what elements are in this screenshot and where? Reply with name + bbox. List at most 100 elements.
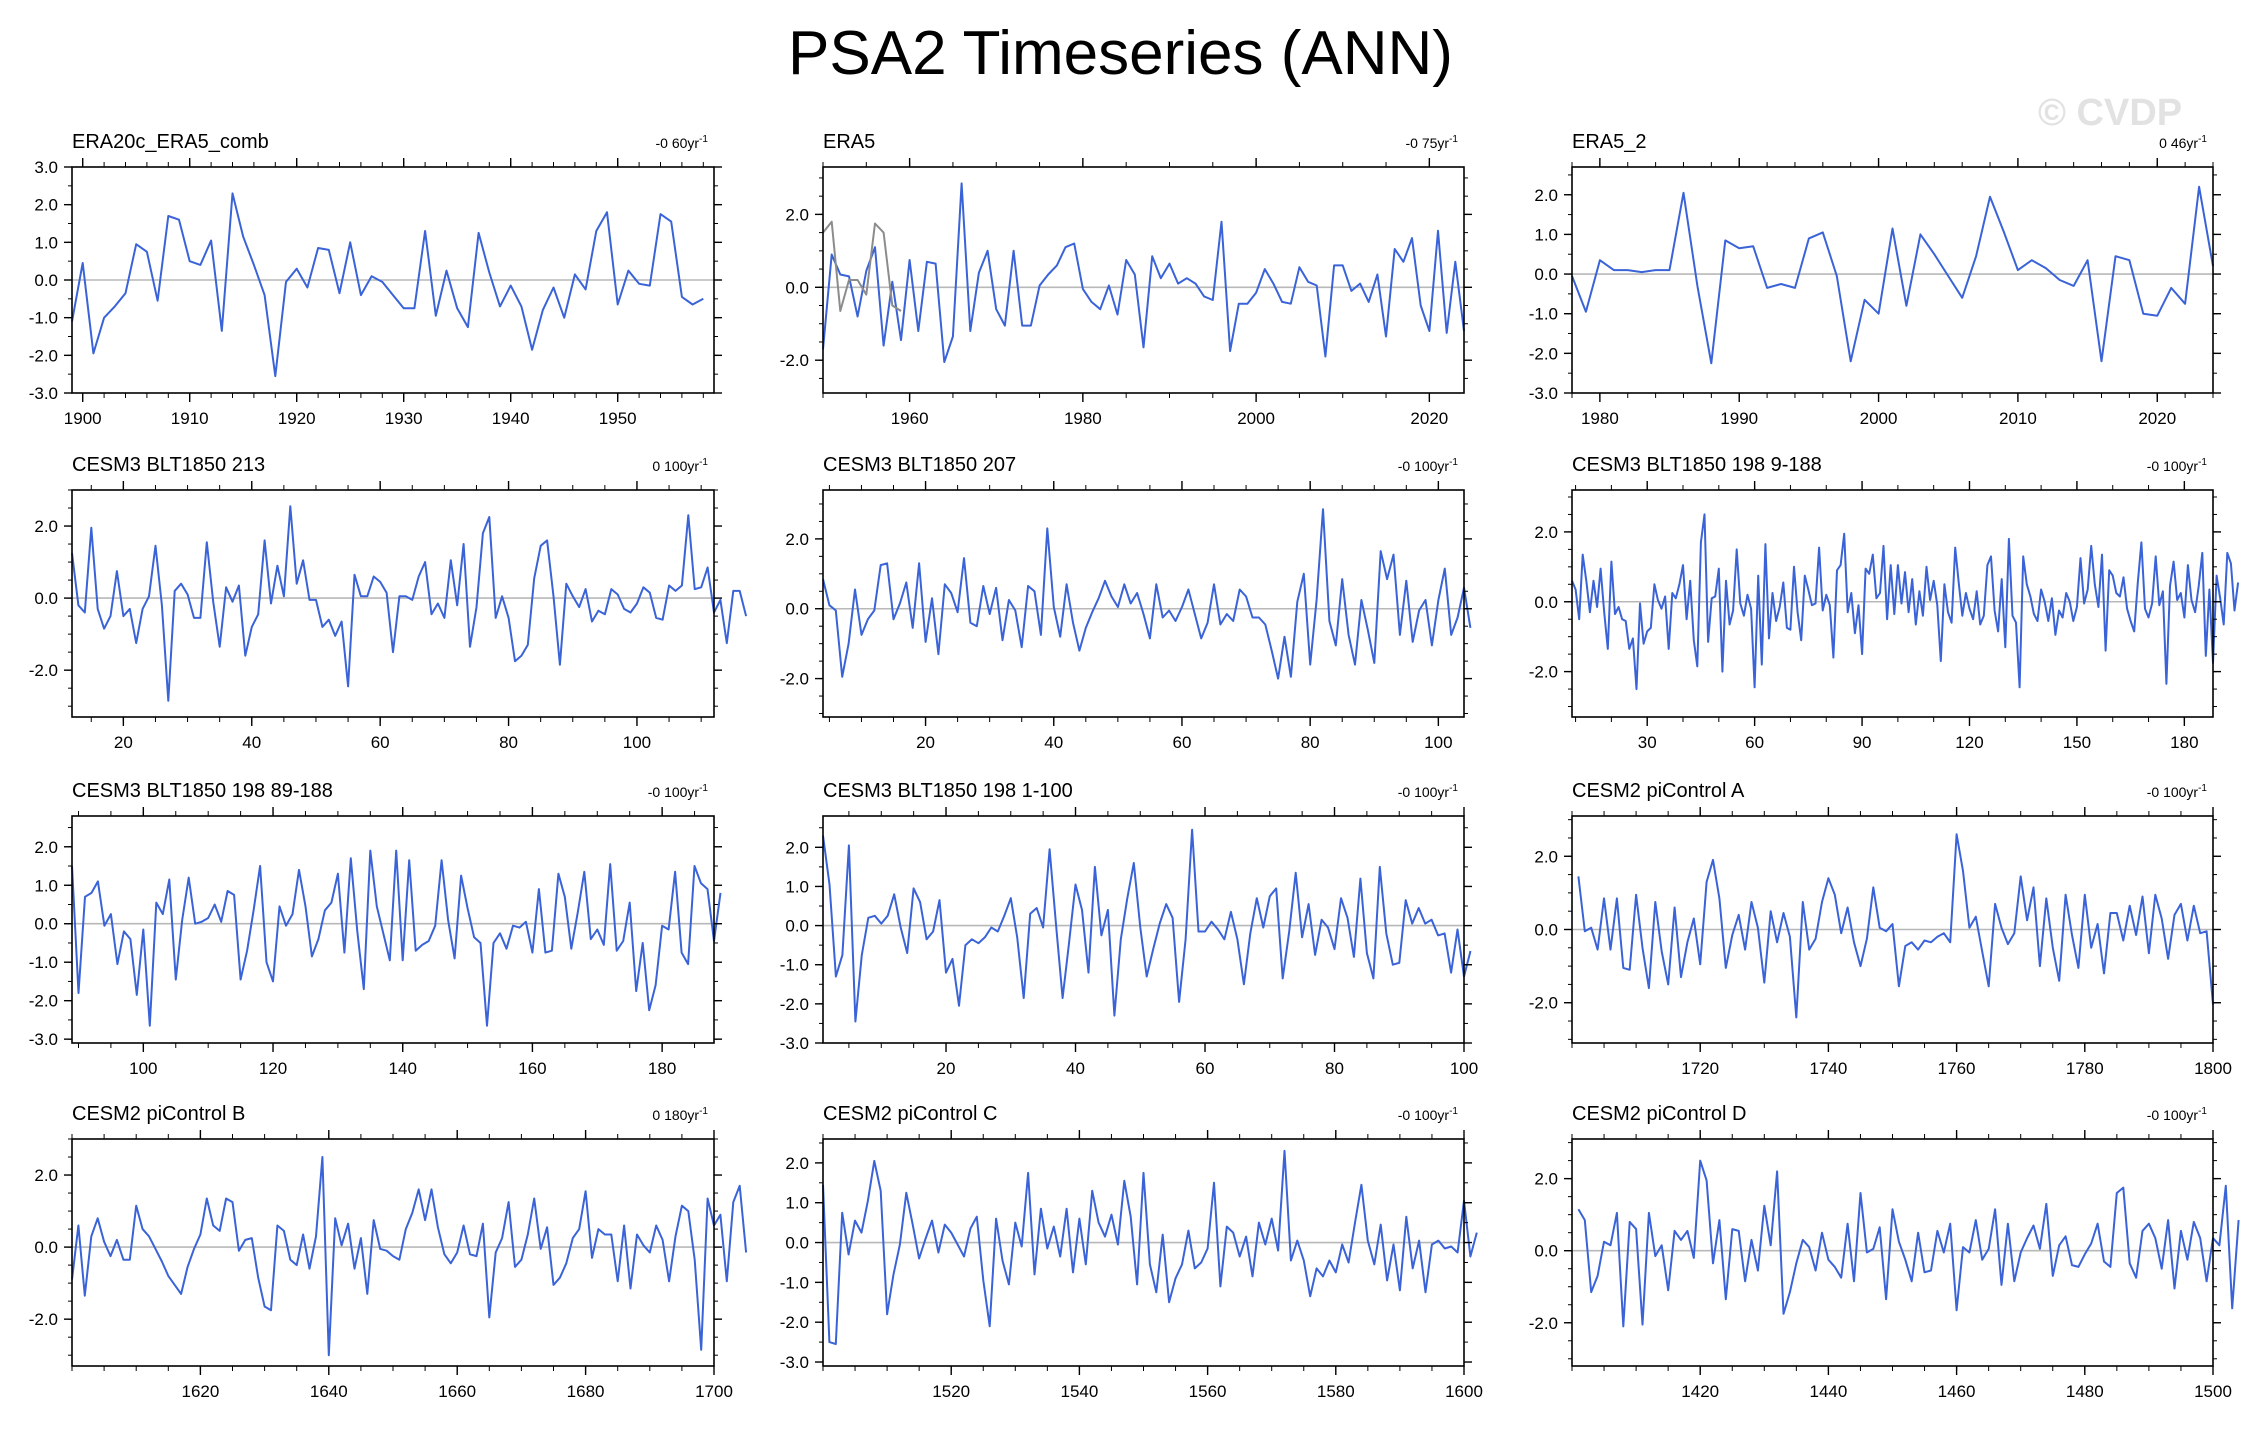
y-tick-label: -2.0: [780, 1313, 809, 1332]
chart-panel: 2.0 1.0 0.0 -1.0 -2.0 -3.0 1520 1540 1560 1580 160…: [780, 1103, 1483, 1401]
y-tick-label: -2.0: [29, 1310, 58, 1329]
panel-title: ERA5_2: [1572, 131, 1647, 153]
x-tick-label: 1950: [599, 409, 637, 428]
y-tick-label: 0.0: [785, 600, 809, 619]
series-line: [822, 1149, 1478, 1346]
y-tick-label: -3.0: [1529, 384, 1558, 403]
x-tick-label: 1920: [278, 409, 316, 428]
y-tick-label: -1.0: [780, 1273, 809, 1292]
plot-frame: [71, 1138, 715, 1367]
trend-label: -0 100yr-1: [1398, 1106, 1459, 1123]
y-tick-label: -2.0: [1529, 994, 1558, 1013]
y-tick-label: 0.0: [1534, 1242, 1558, 1261]
x-tick-label: 1420: [1681, 1382, 1719, 1401]
y-tick-label: -3.0: [29, 384, 58, 403]
x-tick-label: 2000: [1860, 409, 1898, 428]
cvdp-watermark: © CVDP: [2038, 92, 2183, 134]
y-tick-label: 1.0: [785, 1194, 809, 1213]
panel-title: CESM3 BLT1850 198 1-100: [823, 780, 1073, 802]
y-tick-label: -3.0: [780, 1034, 809, 1053]
x-tick-label: 1460: [1938, 1382, 1976, 1401]
x-tick-label: 150: [2063, 733, 2091, 752]
page-title: PSA2 Timeseries (ANN): [788, 19, 1453, 88]
y-tick-label: -3.0: [780, 1353, 809, 1372]
panel-title: CESM2 piControl B: [72, 1103, 245, 1125]
trend-label: -0 60yr-1: [656, 134, 709, 151]
x-tick-label: 160: [518, 1059, 546, 1078]
y-tick-label: -2.0: [780, 995, 809, 1014]
chart-panel: 2.0 1.0 0.0 -1.0 -2.0 -3.0 20 40 60 80 100 CESM3 BL…: [780, 780, 1478, 1078]
panel-title: CESM2 piControl D: [1572, 1103, 1747, 1125]
y-tick-label: 0.0: [785, 1234, 809, 1253]
chart-panel: 2.0 0.0 -2.0 1720 1740 1760 1780 1800 CESM2 piCo…: [1529, 780, 2232, 1078]
x-tick-label: 1960: [891, 409, 929, 428]
x-tick-label: 1480: [2066, 1382, 2104, 1401]
x-tick-label: 2020: [1410, 409, 1448, 428]
y-tick-label: 0.0: [1534, 593, 1558, 612]
x-tick-label: 100: [1450, 1059, 1478, 1078]
y-tick-label: 1.0: [785, 877, 809, 896]
x-tick-label: 20: [114, 733, 133, 752]
x-tick-label: 80: [499, 733, 518, 752]
x-tick-label: 1600: [1445, 1382, 1483, 1401]
y-tick-label: 2.0: [34, 196, 58, 215]
x-tick-label: 180: [2170, 733, 2198, 752]
series-line: [1571, 185, 2214, 365]
x-tick-label: 1620: [181, 1382, 219, 1401]
x-tick-label: 1500: [2194, 1382, 2232, 1401]
series-line: [71, 1156, 748, 1357]
y-tick-label: 2.0: [1534, 847, 1558, 866]
y-tick-label: -1.0: [780, 956, 809, 975]
plot-frame: [71, 489, 715, 718]
x-tick-label: 1900: [64, 409, 102, 428]
x-tick-label: 80: [1301, 733, 1320, 752]
x-tick-label: 1990: [1720, 409, 1758, 428]
chart-panel: 2.0 0.0 -2.0 1960 1980 2000 2020 ERA5 -0 75yr-1: [780, 131, 1472, 428]
panel-title: ERA20c_ERA5_comb: [72, 131, 269, 153]
x-tick-label: 120: [259, 1059, 287, 1078]
y-tick-label: -2.0: [780, 351, 809, 370]
chart-panel: 2.0 0.0 -2.0 1420 1440 1460 1480 1500 CESM2 piCo…: [1529, 1103, 2240, 1401]
series-line: [822, 828, 1472, 1023]
y-tick-label: -2.0: [29, 992, 58, 1011]
x-tick-label: 180: [648, 1059, 676, 1078]
x-tick-label: 40: [1066, 1059, 1085, 1078]
x-tick-label: 2010: [1999, 409, 2037, 428]
x-tick-label: 1760: [1938, 1059, 1976, 1078]
chart-panel: 2.0 0.0 -2.0 1620 1640 1660 1680 1700 CESM2 piCo…: [29, 1103, 748, 1401]
x-tick-label: 1580: [1317, 1382, 1355, 1401]
series-line: [71, 505, 748, 702]
y-tick-label: 0.0: [34, 271, 58, 290]
plot-frame: [822, 166, 1465, 394]
y-tick-label: -1.0: [29, 953, 58, 972]
y-tick-label: 2.0: [1534, 523, 1558, 542]
x-tick-label: 1520: [932, 1382, 970, 1401]
y-tick-label: 0.0: [1534, 921, 1558, 940]
x-tick-label: 1720: [1681, 1059, 1719, 1078]
panel-title: CESM3 BLT1850 213: [72, 454, 265, 476]
y-tick-label: 0.0: [1534, 265, 1558, 284]
trend-label: -0 100yr-1: [648, 783, 709, 800]
x-tick-label: 1440: [1809, 1382, 1847, 1401]
y-tick-label: 2.0: [785, 838, 809, 857]
series-line: [71, 192, 704, 378]
y-tick-label: -1.0: [1529, 305, 1558, 324]
x-tick-label: 1980: [1581, 409, 1619, 428]
series-line: [1577, 1159, 2240, 1328]
x-tick-label: 1660: [438, 1382, 476, 1401]
y-tick-label: 0.0: [34, 589, 58, 608]
y-tick-label: 0.0: [785, 917, 809, 936]
plot-frame: [71, 815, 715, 1044]
x-tick-label: 1680: [567, 1382, 605, 1401]
y-tick-label: 1.0: [34, 876, 58, 895]
chart-panel: 2.0 1.0 0.0 -1.0 -2.0 -3.0 1980 1990 2000 2010 202…: [1529, 131, 2221, 428]
trend-label: -0 100yr-1: [1398, 783, 1459, 800]
chart-panel: 2.0 0.0 -2.0 20 40 60 80 100 CESM3 BLT1850 207 -0…: [780, 454, 1472, 752]
y-tick-label: -2.0: [780, 670, 809, 689]
series-line: [822, 508, 1472, 680]
y-tick-label: -2.0: [1529, 344, 1558, 363]
x-tick-label: 100: [1424, 733, 1452, 752]
y-tick-label: 0.0: [34, 1238, 58, 1257]
x-tick-label: 1910: [171, 409, 209, 428]
trend-label: -0 100yr-1: [2147, 1106, 2208, 1123]
